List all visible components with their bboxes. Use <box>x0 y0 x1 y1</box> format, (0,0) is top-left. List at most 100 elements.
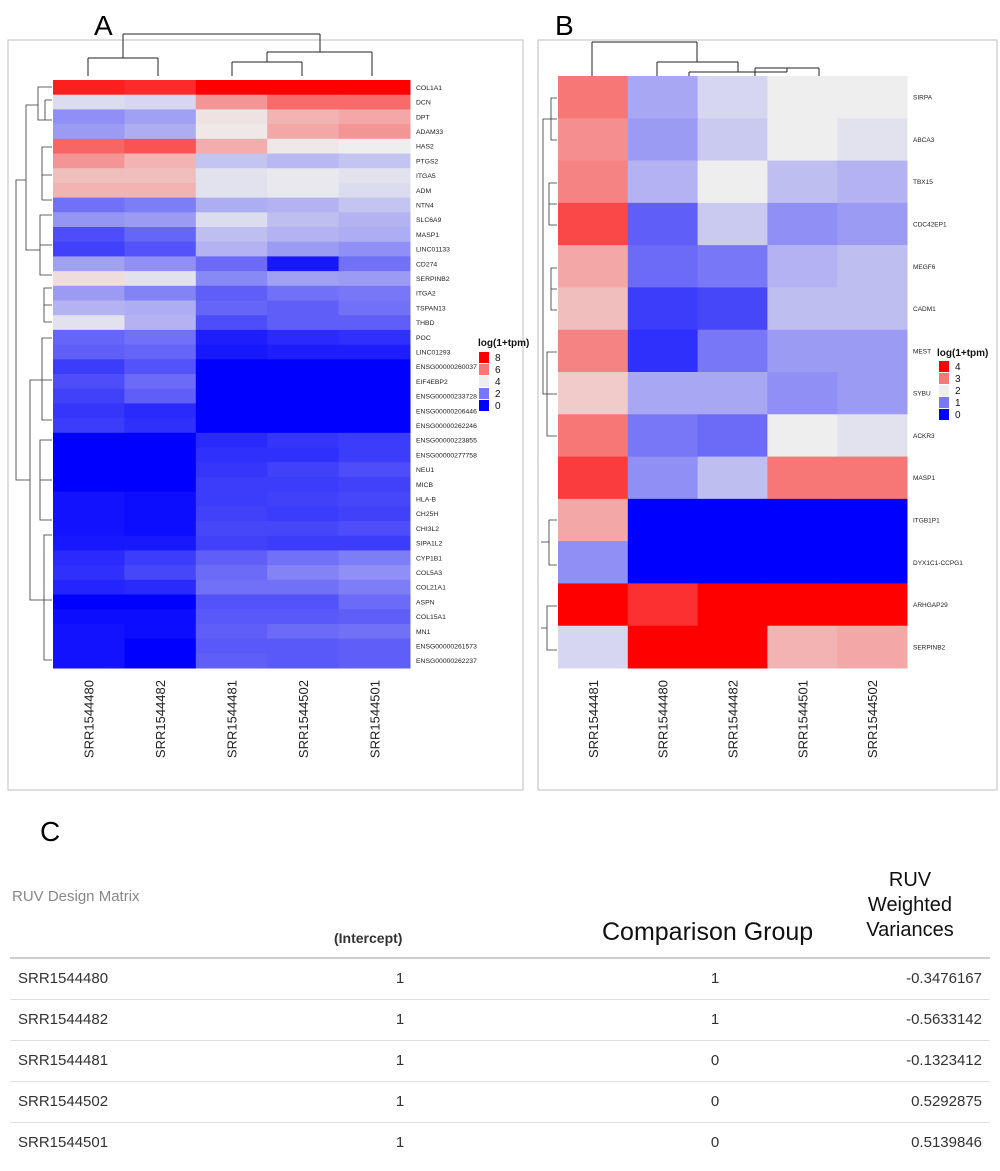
heatmap-cell <box>267 447 340 463</box>
heatmap-cell <box>195 638 268 654</box>
row-label: HAS2 <box>416 144 434 151</box>
heatmap-cell <box>124 168 197 184</box>
heatmap-cell <box>558 118 629 162</box>
heatmap-cell <box>53 623 125 640</box>
heatmap-cell <box>338 418 411 434</box>
heatmap-cell <box>53 579 125 595</box>
legend-swatch <box>939 385 949 396</box>
heatmap-cell <box>837 625 908 669</box>
heatmap-cell <box>124 80 197 96</box>
heatmap-cell <box>124 124 197 140</box>
heatmap-cell <box>195 418 268 434</box>
heatmap-cell <box>195 579 268 595</box>
heatmap-cell <box>338 462 411 478</box>
heatmap-cell <box>627 372 699 415</box>
heatmap-cell <box>558 541 629 584</box>
heatmap-cell <box>837 414 908 458</box>
heatmap-cell <box>697 202 768 246</box>
heatmap-cell <box>124 227 197 243</box>
heatmap-cell <box>267 271 340 287</box>
heatmap-cell <box>53 638 125 654</box>
heatmap-cell <box>267 418 340 434</box>
header-variances-line-1: RUV <box>888 869 932 891</box>
cell-intercept: 1 <box>395 1134 405 1151</box>
heatmap-cell <box>697 160 768 204</box>
heatmap-cell <box>53 315 125 331</box>
heatmap-cell <box>53 241 125 257</box>
heatmap-cell <box>267 168 340 184</box>
heatmap-cell <box>837 245 908 288</box>
heatmap-cell <box>338 315 411 331</box>
heatmap-cell <box>338 109 411 125</box>
heatmap-cell <box>124 447 197 463</box>
row-label: ENSG00000277758 <box>416 452 477 459</box>
heatmap-cell <box>338 212 411 228</box>
heatmap-cell <box>767 287 838 331</box>
heatmap-cell <box>627 202 699 246</box>
table-title: RUV Design Matrix <box>12 888 140 905</box>
heatmap-cell <box>837 583 908 627</box>
heatmap-a-column-labels: SRR1544480 SRR1544482 SRR1544481 SRR1544502… <box>82 680 383 758</box>
heatmap-cell <box>53 447 125 463</box>
heatmap-cell <box>267 535 340 551</box>
heatmap-cell <box>195 212 268 228</box>
heatmap-cell <box>267 550 340 566</box>
heatmap-cell <box>338 359 411 375</box>
heatmap-cell <box>53 521 125 537</box>
heatmap-cell <box>338 638 411 654</box>
heatmap-cell <box>837 287 908 331</box>
row-label: MN1 <box>416 629 431 636</box>
heatmap-cell <box>124 418 197 434</box>
heatmap-cell <box>267 521 340 537</box>
column-label: SRR1544502 <box>296 680 311 758</box>
heatmap-cell <box>124 565 197 581</box>
heatmap-cell <box>267 300 340 316</box>
legend-swatch <box>939 409 949 420</box>
heatmap-cell <box>767 245 838 288</box>
heatmap-cell <box>53 418 125 434</box>
row-label: MASP1 <box>416 232 439 239</box>
heatmap-cell <box>53 271 125 287</box>
row-label: PTGS2 <box>416 158 439 165</box>
heatmap-cell <box>53 138 125 154</box>
header-variances-line-2: Weighted <box>867 894 953 916</box>
heatmap-cell <box>837 118 908 162</box>
legend-tick-label: 6 <box>495 365 501 376</box>
row-label: SLC6A9 <box>416 217 442 224</box>
row-label: SERPINB2 <box>913 644 946 651</box>
column-label: SRR1544480 <box>656 680 671 758</box>
heatmap-cell <box>195 388 268 404</box>
cell-intercept: 1 <box>395 1052 405 1069</box>
row-label: MEGF6 <box>913 264 936 271</box>
heatmap-cell <box>195 521 268 537</box>
heatmap-cell <box>124 285 197 301</box>
heatmap-cell <box>195 94 268 110</box>
legend-tick-label: 3 <box>955 374 961 385</box>
row-label: SIRPA <box>913 95 933 102</box>
heatmap-cell <box>767 498 838 542</box>
heatmap-cell <box>124 271 197 287</box>
heatmap-cell <box>267 638 340 654</box>
row-label: ACKR3 <box>913 433 935 440</box>
row-label: CADM1 <box>913 306 936 313</box>
row-divider <box>10 1081 990 1082</box>
heatmap-cell <box>338 579 411 595</box>
heatmap-cell <box>767 625 838 669</box>
heatmap-cell <box>195 447 268 463</box>
heatmap-cell <box>837 202 908 246</box>
heatmap-cell <box>267 374 340 390</box>
heatmap-cell <box>195 374 268 390</box>
heatmap-cell <box>267 476 340 493</box>
heatmap-cell <box>195 403 268 419</box>
heatmap-cell <box>124 506 197 522</box>
heatmap-cell <box>767 202 838 246</box>
heatmap-cell <box>195 432 268 448</box>
heatmap-cell <box>627 498 699 542</box>
cell-sample: SRR1544480 <box>18 970 109 987</box>
column-dendrogram-b <box>591 41 820 76</box>
heatmap-cell <box>195 653 268 669</box>
legend-a-title: log(1+tpm) <box>478 338 529 349</box>
heatmap-cell <box>124 359 197 375</box>
heatmap-cell <box>767 118 838 162</box>
heatmap-cell <box>627 414 699 458</box>
